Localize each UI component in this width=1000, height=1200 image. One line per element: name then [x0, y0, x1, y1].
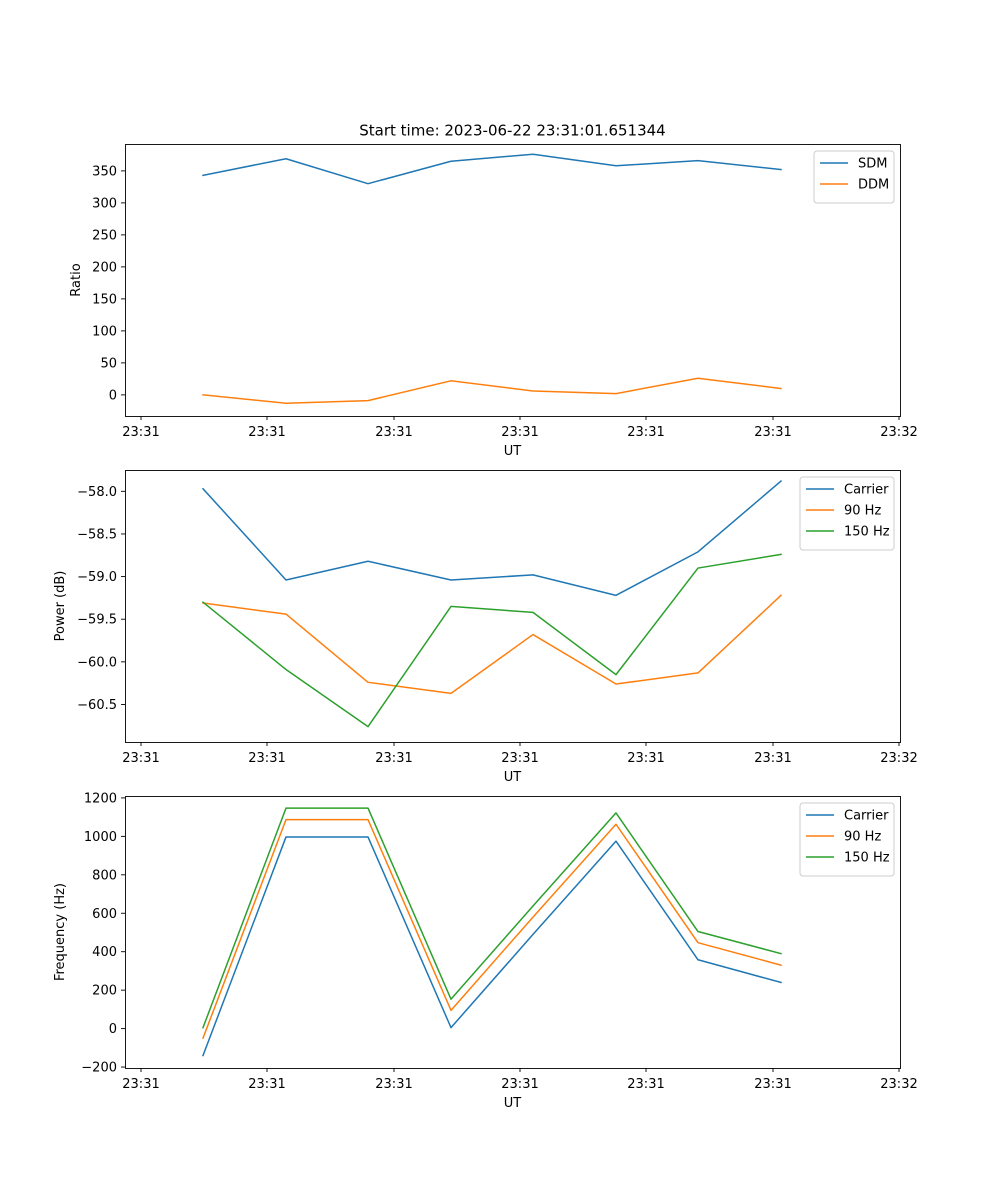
y-tick-label: −60.0 — [77, 655, 117, 670]
series-line-90-hz — [202, 594, 783, 695]
y-tick-label: 600 — [92, 907, 117, 922]
x-axis-label: UT — [504, 1096, 522, 1111]
x-tick-label: 23:32 — [880, 751, 917, 766]
series-line-sdm — [202, 153, 782, 185]
y-tick-label: −60.5 — [77, 698, 117, 713]
y-tick-label: 200 — [92, 984, 117, 999]
y-tick-label: 300 — [92, 196, 117, 211]
series-line-carrier — [201, 480, 783, 597]
legend-label: Carrier — [844, 809, 889, 824]
x-tick-label: 23:31 — [122, 425, 159, 440]
x-tick-label: 23:31 — [627, 1077, 664, 1092]
panel-2: 23:31 23:31 23:31 23:31 23:31 23:31 23:32 −60.5… — [53, 470, 918, 785]
axes-frame — [125, 144, 901, 417]
x-tick-label: 23:31 — [754, 425, 791, 440]
legend: SDM DDM — [813, 150, 895, 204]
x-tick-label: 23:31 — [122, 751, 159, 766]
y-tick-label: 350 — [92, 164, 117, 179]
y-tick-label: 800 — [92, 868, 117, 883]
x-tick-label: 23:31 — [375, 751, 412, 766]
y-tick-label: 1200 — [84, 791, 117, 806]
chart-title: Start time: 2023-06-22 23:31:01.651344 — [359, 122, 665, 140]
series-line-ddm — [202, 377, 782, 404]
series-line-carrier — [202, 836, 782, 1057]
legend-label: 90 Hz — [844, 504, 881, 519]
y-axis-label: Frequency (Hz) — [53, 883, 68, 981]
axes-frame — [125, 796, 901, 1069]
y-tick-label: −59.5 — [77, 613, 117, 628]
y-tick-label: 1000 — [84, 830, 117, 845]
y-tick-label: 100 — [92, 324, 117, 339]
legend: Carrier 90 Hz 150 Hz — [799, 476, 895, 551]
axes-frame — [125, 470, 901, 743]
panels: 23:31 23:31 23:31 23:31 23:31 23:31 23:32 0 50 10… — [53, 144, 918, 1111]
x-tick-label: 23:32 — [880, 425, 917, 440]
x-tick-label: 23:31 — [627, 751, 664, 766]
x-tick-label: 23:31 — [501, 425, 538, 440]
legend-label: DDM — [858, 178, 889, 193]
x-tick-label: 23:31 — [754, 751, 791, 766]
legend-label: 90 Hz — [844, 830, 881, 845]
legend-label: SDM — [858, 157, 887, 172]
y-tick-label: 250 — [92, 228, 117, 243]
panel-3: 23:31 23:31 23:31 23:31 23:31 23:31 23:32 −200 0… — [53, 791, 918, 1111]
panel-1: 23:31 23:31 23:31 23:31 23:31 23:31 23:32 0 50 10… — [69, 144, 918, 459]
legend: Carrier 90 Hz 150 Hz — [799, 802, 895, 877]
series-line-90-hz — [202, 818, 782, 1040]
y-tick-label: 150 — [92, 292, 117, 307]
x-tick-label: 23:31 — [375, 425, 412, 440]
x-axis-label: UT — [504, 444, 522, 459]
legend-label: 150 Hz — [844, 525, 890, 540]
series-line-150-hz — [201, 553, 782, 728]
x-tick-label: 23:31 — [248, 1077, 285, 1092]
x-tick-label: 23:32 — [880, 1077, 917, 1092]
legend-label: 150 Hz — [844, 851, 890, 866]
x-tick-label: 23:31 — [754, 1077, 791, 1092]
y-tick-label: 400 — [92, 945, 117, 960]
y-tick-label: −200 — [81, 1061, 117, 1076]
y-tick-label: 0 — [109, 388, 117, 403]
y-tick-label: 0 — [109, 1022, 117, 1037]
x-tick-label: 23:31 — [627, 425, 664, 440]
y-tick-label: −58.0 — [77, 485, 117, 500]
y-axis-label: Ratio — [69, 263, 84, 296]
x-tick-label: 23:31 — [501, 751, 538, 766]
y-tick-label: −59.0 — [77, 570, 117, 585]
y-tick-label: −58.5 — [77, 527, 117, 542]
x-axis-label: UT — [504, 770, 522, 785]
y-tick-label: 200 — [92, 260, 117, 275]
y-tick-label: 50 — [100, 356, 117, 371]
x-tick-label: 23:31 — [122, 1077, 159, 1092]
x-tick-label: 23:31 — [248, 425, 285, 440]
series-line-150-hz — [202, 807, 782, 1029]
y-axis-label: Power (dB) — [53, 571, 68, 642]
x-tick-label: 23:31 — [375, 1077, 412, 1092]
legend-box — [813, 150, 895, 204]
legend-label: Carrier — [844, 483, 889, 498]
x-tick-label: 23:31 — [501, 1077, 538, 1092]
x-tick-label: 23:31 — [248, 751, 285, 766]
